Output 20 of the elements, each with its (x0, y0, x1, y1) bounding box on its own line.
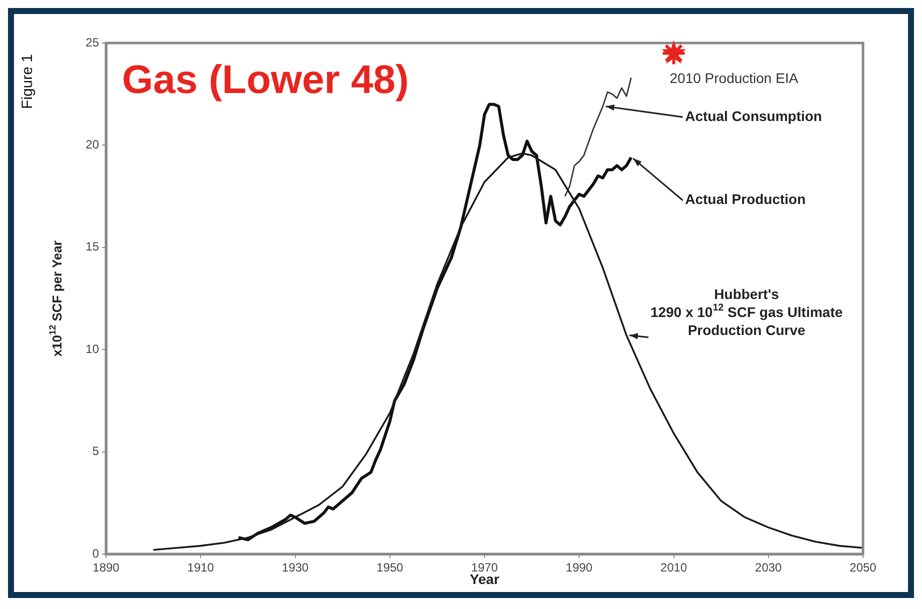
x-tick-label: 1950 (376, 560, 404, 575)
x-tick-label: 1930 (282, 560, 309, 575)
y-axis-title: x1012 SCF per Year (47, 240, 65, 357)
x-tick-label: 1990 (566, 560, 593, 575)
x-tick-label: 1890 (92, 560, 120, 575)
x-tick-label: 2030 (755, 560, 782, 575)
caption: Figure 1 (19, 54, 36, 110)
y-tick-label: 15 (86, 240, 100, 254)
y-tick-label: 5 (92, 444, 100, 458)
y-tick-label: 0 (92, 546, 100, 560)
y-tick-label: 20 (86, 138, 100, 152)
text: Actual Production (685, 191, 806, 208)
x-tick-label: 2010 (660, 560, 688, 575)
annotation: 2010 Production EIA (670, 70, 799, 86)
y-tick-label: 10 (86, 342, 100, 356)
x-tick-label: 2050 (850, 560, 877, 575)
text: Actual Consumption (685, 108, 822, 124)
x-tick-label: 1910 (187, 560, 214, 575)
chart-title: Gas (Lower 48) (122, 58, 409, 102)
y-tick-label: 25 (86, 35, 100, 50)
